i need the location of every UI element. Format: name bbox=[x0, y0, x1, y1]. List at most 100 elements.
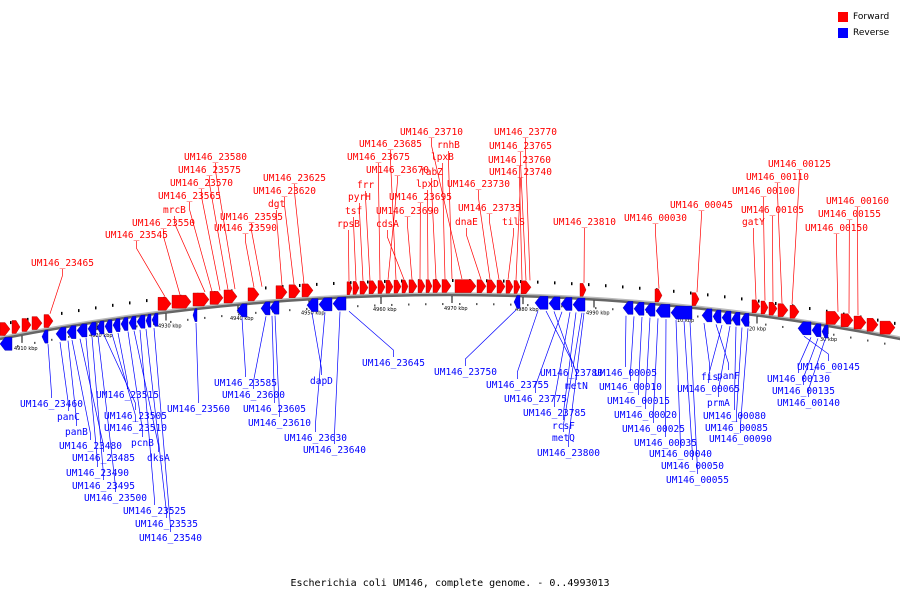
reverse-gene-label: UM146_23480 bbox=[59, 441, 122, 452]
reverse-gene-label: UM146_23640 bbox=[303, 445, 366, 456]
minor-tick bbox=[833, 333, 835, 336]
forward-gene-label: UM146_23465 bbox=[31, 258, 94, 269]
reverse-leader-line bbox=[97, 335, 116, 492]
forward-leader-line bbox=[49, 269, 63, 314]
reverse-leader-line bbox=[735, 327, 743, 422]
reverse-gene-label: UM146_00020 bbox=[614, 410, 677, 421]
reverse-leader-line bbox=[127, 331, 143, 437]
forward-gene-arrow bbox=[513, 280, 521, 294]
forward-gene-arrow bbox=[209, 291, 224, 305]
forward-gene-label: dnaE bbox=[455, 217, 478, 228]
minor-tick bbox=[486, 279, 488, 283]
reverse-leader-line bbox=[803, 335, 829, 361]
reverse-gene-arrow bbox=[534, 296, 549, 310]
reverse-leader-line bbox=[516, 310, 539, 379]
forward-leader-line bbox=[654, 224, 660, 289]
minor-tick bbox=[78, 309, 80, 313]
forward-gene-label: UM146_23710 bbox=[400, 127, 463, 138]
minor-tick bbox=[731, 319, 733, 322]
minor-tick bbox=[401, 279, 403, 283]
reverse-gene-label: pcnB bbox=[131, 438, 154, 449]
reverse-leader-line bbox=[117, 332, 128, 389]
reverse-leader-line bbox=[195, 323, 199, 403]
forward-gene-arrow bbox=[288, 284, 301, 298]
forward-leader-line bbox=[762, 197, 766, 301]
reverse-gene-label: UM146_00055 bbox=[666, 475, 729, 486]
reverse-leader-line bbox=[253, 316, 267, 389]
forward-gene-label: cdsA bbox=[376, 219, 399, 230]
forward-leader-line bbox=[174, 216, 206, 293]
reverse-gene-arrow bbox=[236, 303, 248, 318]
reverse-gene-arrow bbox=[136, 315, 146, 329]
tick-label: 4930 kbp bbox=[158, 324, 182, 330]
minor-tick bbox=[673, 289, 675, 293]
minor-tick bbox=[333, 281, 335, 285]
minor-tick bbox=[350, 281, 352, 285]
forward-gene-label: lpxD bbox=[416, 179, 439, 190]
forward-gene-arrow bbox=[866, 318, 879, 332]
forward-leader-line bbox=[478, 190, 491, 280]
minor-tick bbox=[265, 286, 267, 290]
reverse-leader-line bbox=[145, 329, 167, 518]
minor-tick bbox=[306, 307, 308, 310]
minor-tick bbox=[741, 297, 743, 301]
forward-leader-line bbox=[359, 203, 364, 281]
reverse-gene-arrow bbox=[811, 323, 822, 337]
forward-gene-arrow bbox=[352, 281, 360, 295]
reverse-leader-line bbox=[348, 310, 394, 357]
minor-tick bbox=[238, 313, 240, 316]
reverse-leader-line bbox=[271, 315, 275, 403]
minor-tick bbox=[476, 303, 478, 306]
forward-leader-line bbox=[365, 191, 371, 281]
reverse-gene-arrow bbox=[41, 329, 49, 344]
forward-gene-arrow bbox=[768, 301, 778, 316]
forward-gene-label: UM146_23670 bbox=[366, 165, 429, 176]
reverse-gene-arrow bbox=[548, 296, 561, 311]
reverse-gene-label: UM146_00025 bbox=[622, 424, 685, 435]
minor-tick bbox=[510, 303, 512, 306]
reverse-gene-label: UM146_00090 bbox=[709, 434, 772, 445]
minor-tick bbox=[357, 305, 359, 308]
forward-gene-label: UM146_00155 bbox=[818, 209, 881, 220]
backbone-shadow bbox=[0, 292, 900, 341]
minor-tick bbox=[459, 303, 461, 306]
forward-gene-arrow bbox=[359, 280, 369, 295]
reverse-leader-line bbox=[652, 318, 659, 423]
minor-tick bbox=[146, 299, 148, 303]
reverse-leader-line bbox=[553, 312, 571, 407]
forward-gene-arrow bbox=[853, 315, 867, 330]
reverse-gene-label: UM146_23540 bbox=[139, 533, 202, 544]
forward-leader-line bbox=[251, 223, 263, 287]
reverse-gene-label: rcsF bbox=[552, 421, 575, 432]
reverse-gene-label: UM146_00080 bbox=[703, 411, 766, 422]
reverse-leader-line bbox=[563, 312, 583, 432]
tick-label: 4990 kbp bbox=[586, 311, 610, 317]
reverse-leader-line bbox=[718, 325, 731, 397]
minor-tick bbox=[561, 305, 563, 308]
reverse-leader-line bbox=[59, 342, 69, 411]
forward-leader-line bbox=[753, 228, 757, 300]
reverse-gene-label: prmA bbox=[707, 398, 730, 409]
reverse-gene-arrow bbox=[151, 313, 159, 327]
forward-gene-label: UM146_23625 bbox=[263, 173, 326, 184]
reverse-gene-arrow bbox=[731, 312, 741, 326]
forward-leader-line bbox=[515, 178, 521, 280]
forward-gene-arrow bbox=[777, 303, 789, 317]
forward-leader-line bbox=[215, 163, 236, 290]
forward-gene-arrow bbox=[496, 279, 506, 294]
reverse-leader-line bbox=[675, 320, 681, 448]
forward-gene-label: lpxB bbox=[431, 152, 454, 163]
reverse-gene-arrow bbox=[712, 309, 722, 324]
minor-tick bbox=[187, 318, 189, 321]
backbone-line bbox=[0, 292, 900, 338]
forward-gene-label: UM146_23595 bbox=[220, 212, 283, 223]
reverse-gene-label: UM146_23515 bbox=[96, 390, 159, 401]
reverse-gene-label: UM146_23750 bbox=[434, 367, 497, 378]
reverse-gene-label: UM146_23785 bbox=[523, 408, 586, 419]
minor-tick bbox=[724, 295, 726, 299]
reverse-gene-label: UM146_00035 bbox=[634, 438, 697, 449]
forward-gene-label: UM146_23740 bbox=[489, 167, 552, 178]
reverse-gene-label: UM146_23755 bbox=[486, 380, 549, 391]
reverse-gene-label: UM146_23800 bbox=[537, 448, 600, 459]
